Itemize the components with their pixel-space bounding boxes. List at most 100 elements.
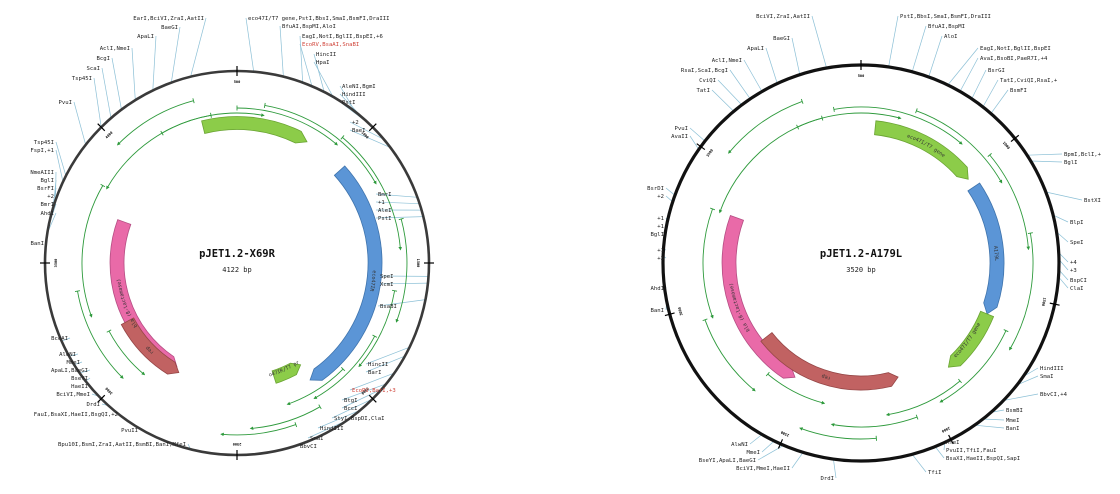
restriction-site-label: AclI,NmeI — [100, 46, 130, 52]
orf-start-bar — [318, 404, 322, 410]
orf-start-bar — [702, 318, 708, 322]
site-leader-line — [365, 355, 406, 373]
site-leader-line — [888, 15, 899, 67]
restriction-site-label: +1 — [657, 224, 664, 230]
orf-start-bar — [710, 207, 716, 211]
site-leader-line — [131, 47, 136, 101]
orf-arc — [313, 335, 376, 400]
scale-tick — [1010, 134, 1020, 143]
restriction-site-label: Tsp45I — [34, 140, 54, 146]
restriction-site-label: EcoRV,BsaAI,SnaBI — [302, 42, 359, 48]
orf-start-bar — [100, 183, 106, 188]
orf-start-bar — [340, 366, 346, 372]
site-leader-line — [1058, 276, 1069, 289]
restriction-site-label: ApaLI — [747, 46, 764, 52]
orf-arc — [718, 117, 823, 214]
restriction-site-label: ApaLI — [137, 34, 154, 40]
orf-start-bar — [987, 153, 992, 157]
restriction-site-label: BfuAI,BspMI — [928, 24, 965, 30]
site-leader-line — [1052, 214, 1069, 223]
scale-tick — [664, 312, 675, 317]
restriction-site-label: AvaII — [671, 134, 688, 140]
restriction-site-label: BsmBI — [1006, 408, 1023, 414]
restriction-site-label: +4 — [1070, 260, 1077, 266]
restriction-site-label: EagI,NotI,BglII,BspEI — [980, 46, 1051, 52]
site-leader-line — [170, 26, 181, 83]
site-leader-line — [341, 388, 383, 409]
orf-arc — [767, 373, 826, 405]
site-leader-line — [911, 25, 927, 72]
restriction-site-label: TatI — [697, 88, 710, 94]
scale-tick-label: 2500 — [233, 442, 242, 446]
restriction-site-label: MmeI — [747, 450, 760, 456]
site-leader-line — [111, 57, 122, 110]
feature-eco47-right-arrow — [947, 310, 995, 368]
site-leader-line — [55, 149, 64, 182]
orf-start-bar — [192, 98, 195, 104]
restriction-site-label: AhdI — [651, 286, 664, 292]
scale-tick-label: 500 — [858, 74, 865, 78]
orf-arc — [1009, 233, 1034, 351]
restriction-site-label: BcgI — [97, 56, 110, 62]
site-leader-line — [101, 67, 112, 119]
feature-insert-arrow — [967, 182, 1005, 315]
site-leader-line — [279, 25, 284, 77]
restriction-site-label: EagI,NotI,BglII,BspEI,+6 — [302, 34, 383, 40]
site-leader-line — [689, 127, 706, 142]
feature-eco47-top-arrow — [874, 120, 969, 180]
restriction-site-label: MfeI — [946, 440, 959, 446]
site-leader-line — [61, 337, 71, 342]
site-leader-line — [665, 187, 676, 196]
plasmid-map-2: bla (ß-lactamase) A179L rep eco47I/T7 ge… — [647, 14, 1102, 482]
orf-start-bar — [800, 98, 804, 104]
restriction-site-label: EcoRV,BarI,+3 — [352, 388, 396, 394]
restriction-site-label: BaeGI — [161, 25, 178, 31]
orf-arc — [220, 424, 296, 437]
site-leader-line — [934, 446, 945, 459]
site-leader-line — [349, 121, 385, 140]
plasmid-title: pJET1.2-A179L — [820, 248, 902, 260]
restriction-site-label: PvuI — [675, 126, 688, 132]
site-leader-line — [313, 61, 334, 97]
site-leader-line — [689, 135, 700, 150]
restriction-site-label: BsrDI — [647, 186, 664, 192]
orf-start-bar — [765, 371, 770, 377]
restriction-site-label: BsmFI — [1010, 88, 1027, 94]
scale-tick — [97, 123, 106, 132]
site-leader-line — [1058, 269, 1069, 281]
restriction-site-label: PstI,BbsI,SmaI,BsmFI,DraIII — [900, 14, 991, 20]
scale-tick — [948, 434, 954, 445]
site-leader-line — [1027, 153, 1063, 156]
orf-arc — [830, 416, 918, 428]
feature-rep-arrow — [120, 317, 180, 375]
scale-tick — [777, 439, 784, 449]
orf-arc — [799, 427, 877, 440]
orf-arc — [885, 380, 961, 417]
restriction-site-label: HincII — [368, 362, 388, 368]
orf-start-bar — [821, 115, 824, 121]
restriction-site-label: Bpu10I,BsmI,ZraI,AatII,BsmBI,BanI,MfeI — [58, 442, 186, 448]
scale-tick-label: 2500 — [780, 430, 790, 437]
restriction-site-label: AhdI — [41, 211, 54, 217]
restriction-site-label: SpeI — [380, 274, 393, 280]
restriction-site-label: PstI — [378, 216, 391, 222]
feature-insert-label: eco47IR — [368, 270, 377, 293]
scale-tick — [368, 123, 377, 132]
restriction-site-label: BceAI — [51, 336, 68, 342]
restriction-site-label: PvuI — [59, 100, 72, 106]
orf-start-bar — [915, 414, 919, 420]
site-leader-line — [1056, 231, 1069, 243]
orf-start-bar — [263, 102, 266, 108]
restriction-site-label: BanI — [31, 241, 44, 247]
restriction-site-label: HindIII — [342, 92, 366, 98]
site-leader-line — [341, 383, 387, 401]
restriction-site-label: BtgI — [344, 398, 357, 404]
restriction-site-label: DrdI — [821, 476, 834, 482]
site-leader-line — [299, 35, 304, 83]
site-leader-line — [743, 59, 763, 92]
restriction-site-label: AleI — [378, 208, 391, 214]
restriction-site-label: BmrI — [41, 202, 54, 208]
orf-start-bar — [294, 422, 298, 428]
site-leader-line — [947, 47, 979, 86]
